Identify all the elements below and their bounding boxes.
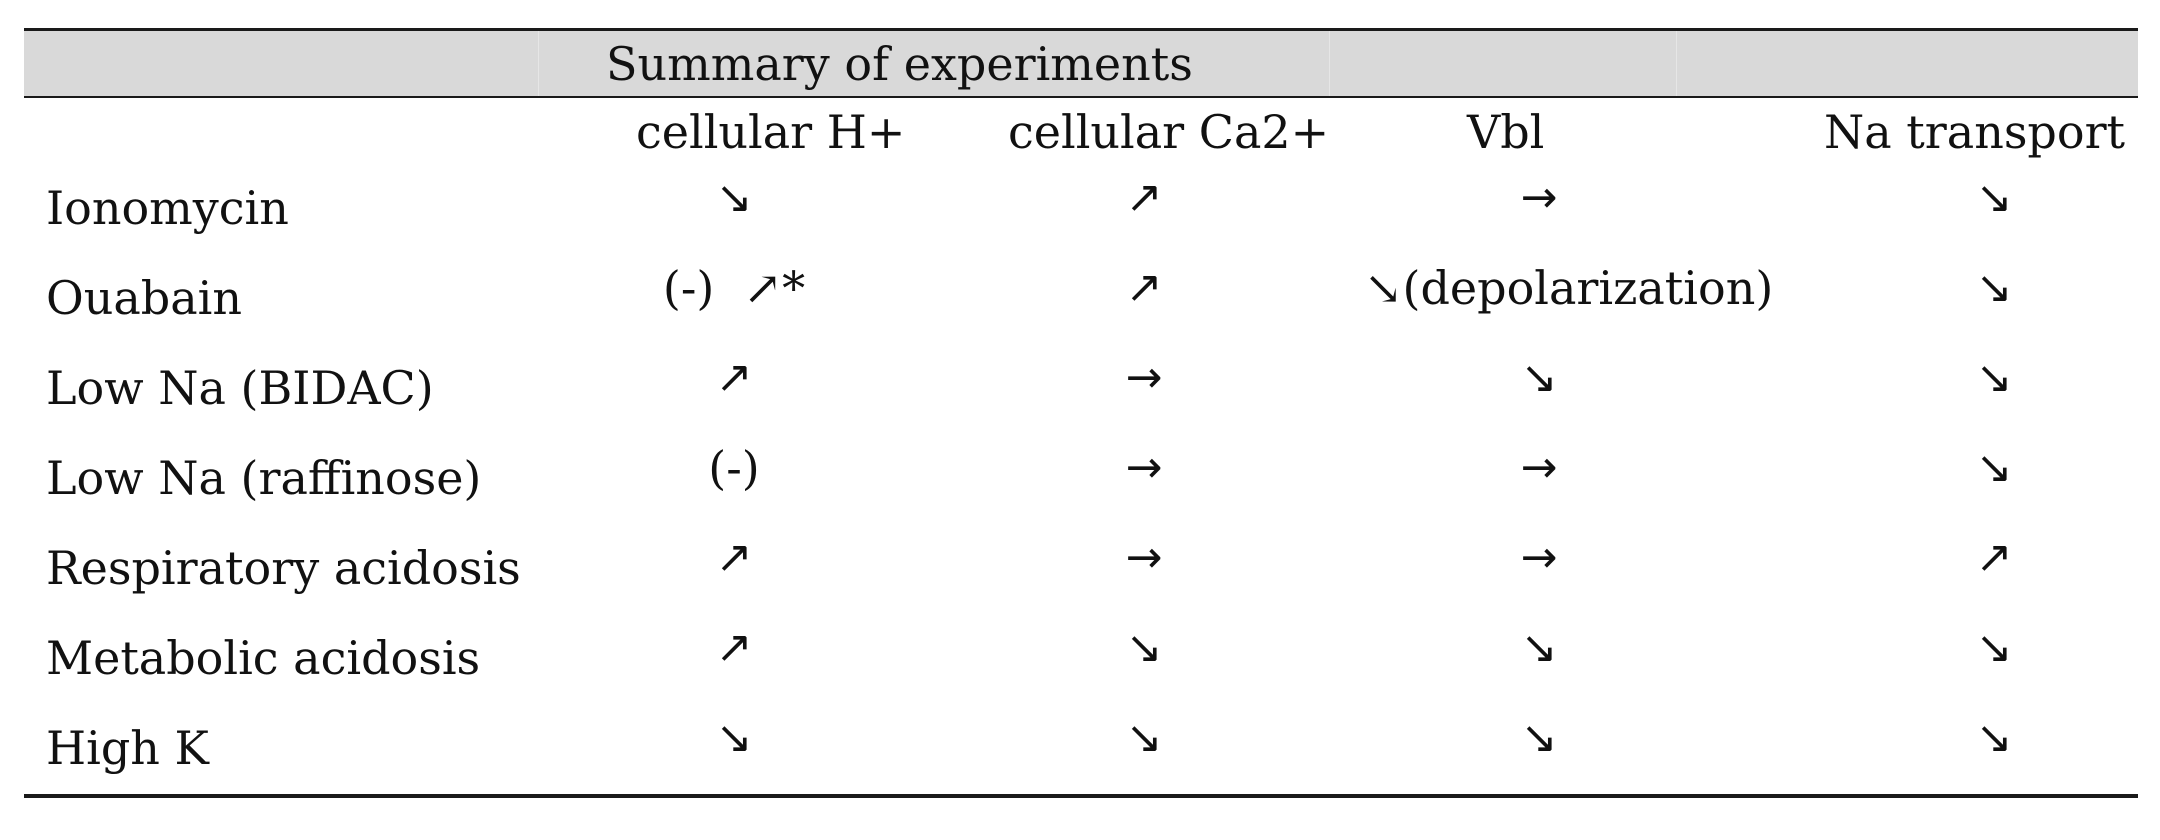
table-cell: ↘ (1520, 712, 1558, 763)
table-cell: → (1520, 442, 1558, 493)
table-title: Summary of experiments (606, 37, 1193, 91)
table-cell: → (1520, 532, 1558, 583)
table-cell: → (1125, 532, 1163, 583)
table-cell: ↘ (1975, 442, 2013, 493)
table-cell: ↘(depolarization) (1364, 261, 1774, 315)
row-label-respiratory-acidosis: Respiratory acidosis (46, 541, 521, 595)
column-header-cellular-ca: cellular Ca2+ (1008, 105, 1330, 159)
table-cell: ↘ (1520, 622, 1558, 673)
table-bottom-rule (24, 794, 2138, 798)
row-label-ouabain: Ouabain (46, 271, 242, 325)
table-cell: ↗ (715, 532, 753, 583)
row-label-metabolic-acidosis: Metabolic acidosis (46, 631, 481, 685)
row-label-ionomycin: Ionomycin (46, 181, 289, 235)
table-cell: ↘ (1975, 712, 2013, 763)
table-cell: ↗ (1125, 172, 1163, 223)
band-divider (1676, 31, 1677, 96)
table-cell: (-) (708, 441, 760, 495)
table-cell: → (1125, 442, 1163, 493)
table-cell: (-) ↗* (662, 261, 806, 315)
summary-table: Summary of experiments cellular H+ cellu… (24, 28, 2138, 798)
table-cell: ↗ (1975, 532, 2013, 583)
table-cell: ↗ (1125, 262, 1163, 313)
title-rule (24, 96, 2138, 98)
band-divider (538, 31, 539, 96)
row-label-high-k: High K (46, 721, 209, 775)
table-cell: ↗ (715, 352, 753, 403)
title-band: Summary of experiments (24, 31, 2138, 96)
table-cell: ↘ (1125, 622, 1163, 673)
table-cell: ↘ (1975, 172, 2013, 223)
table-cell: ↘ (1520, 352, 1558, 403)
band-divider (1329, 31, 1330, 96)
column-header-vbl: Vbl (1467, 105, 1545, 159)
row-label-low-na-bidac: Low Na (BIDAC) (46, 361, 434, 415)
table-cell: → (1520, 172, 1558, 223)
column-header-na-transport: Na transport (1824, 105, 2126, 159)
table-cell: → (1125, 352, 1163, 403)
table-cell: ↗ (715, 622, 753, 673)
table-top-rule (24, 28, 2138, 31)
column-header-cellular-h: cellular H+ (636, 105, 906, 159)
table-cell: ↘ (1975, 262, 2013, 313)
table-cell: ↘ (1125, 712, 1163, 763)
row-label-low-na-raffinose: Low Na (raffinose) (46, 451, 482, 505)
table-cell: ↘ (715, 172, 753, 223)
table-cell: ↘ (1975, 622, 2013, 673)
table-cell: ↘ (715, 712, 753, 763)
table-cell: ↘ (1975, 352, 2013, 403)
